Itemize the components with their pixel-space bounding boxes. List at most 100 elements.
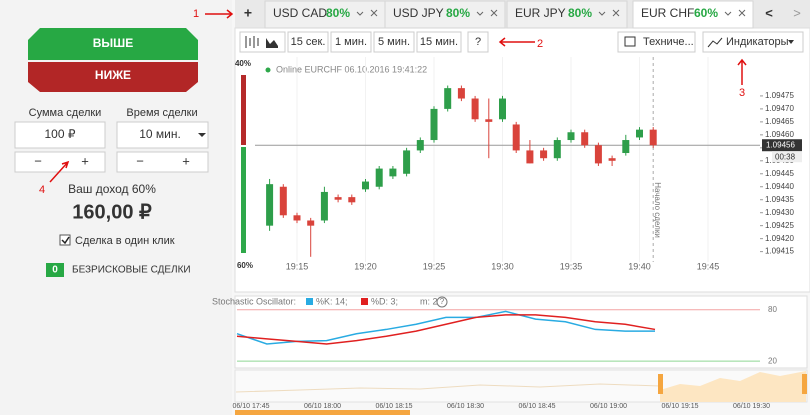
income-label: Ваш доход 60% xyxy=(68,182,156,196)
new-tab[interactable]: + xyxy=(244,5,252,21)
navigator-tick: 06/10 18:30 xyxy=(447,403,484,410)
tab-payout: 80% xyxy=(326,6,350,20)
interval-button[interactable] xyxy=(416,31,462,53)
online-dot xyxy=(265,67,271,73)
technical-button[interactable] xyxy=(617,31,696,53)
navigator-tick: 06/10 19:00 xyxy=(590,403,627,410)
tab[interactable] xyxy=(264,0,386,29)
candle-body xyxy=(334,197,342,200)
tab-chevron xyxy=(598,11,606,16)
amount-input[interactable] xyxy=(14,121,106,149)
chart-status: Online EURCHF 06.10.2016 19:41:22 xyxy=(276,64,427,74)
plus[interactable]: + xyxy=(81,153,89,168)
tab-chevron xyxy=(724,11,732,16)
interval-label: 5 мин. xyxy=(378,36,410,48)
navigator-handle[interactable] xyxy=(658,374,663,394)
chart-type-buttons[interactable] xyxy=(239,31,286,53)
candle-body xyxy=(266,184,274,226)
candle-body xyxy=(567,132,575,141)
y-tick-label: 1.09465 xyxy=(765,117,794,126)
annotation-arrows xyxy=(49,9,747,183)
y-tick-label: 1.09470 xyxy=(765,104,794,113)
candle-body xyxy=(581,132,589,146)
tab-name: USD CAD xyxy=(273,6,327,20)
navigator-window-area xyxy=(660,371,806,402)
annotation: 4 xyxy=(39,184,45,196)
candle-body xyxy=(320,191,328,221)
tab-next[interactable]: > xyxy=(793,5,801,20)
tab-close[interactable] xyxy=(738,9,746,17)
interval-button[interactable] xyxy=(373,31,415,53)
tab-close[interactable] xyxy=(370,9,378,17)
help-icon[interactable] xyxy=(436,296,448,308)
interval-button[interactable] xyxy=(330,31,372,53)
candle-body xyxy=(512,124,520,151)
candle-icon xyxy=(245,36,259,48)
tab-close[interactable] xyxy=(612,9,620,17)
plus[interactable]: + xyxy=(182,153,190,168)
candle-body xyxy=(540,150,548,159)
candle-body xyxy=(649,129,657,146)
up-button[interactable] xyxy=(28,28,198,60)
interval-button[interactable] xyxy=(287,31,329,53)
stochastic-params: m: 2 xyxy=(420,296,438,306)
down-button[interactable] xyxy=(28,62,198,92)
y-tick-label: 1.09440 xyxy=(765,182,794,191)
candle-body xyxy=(622,140,630,154)
candle-body xyxy=(608,158,616,161)
area-icon xyxy=(266,38,278,48)
tab-payout: 80% xyxy=(568,6,592,20)
checkmark xyxy=(61,236,70,245)
sentiment-bar xyxy=(241,147,246,253)
help-button[interactable] xyxy=(467,31,489,53)
candle-body xyxy=(416,140,424,151)
stochastic-title: Stochastic Oscillator: xyxy=(212,296,296,306)
candle-body xyxy=(293,215,301,221)
y-tick-label: 80 xyxy=(768,305,777,314)
x-tick-label: 19:30 xyxy=(491,261,514,271)
x-tick-label: 19:25 xyxy=(423,261,446,271)
interval-label: 1 мин. xyxy=(335,36,367,48)
navigator-tick: 06/10 19:30 xyxy=(733,403,770,410)
tab-payout: 80% xyxy=(446,6,470,20)
navigator-tick: 06/10 18:15 xyxy=(376,403,413,410)
amount-label: Сумма сделки xyxy=(29,107,102,119)
minus[interactable]: − xyxy=(136,153,144,168)
tab[interactable] xyxy=(384,0,506,29)
candle-body xyxy=(362,181,369,190)
time-value: 10 мин. xyxy=(139,127,181,141)
minus[interactable]: − xyxy=(34,153,42,168)
tab-payout: 60% xyxy=(694,6,718,20)
tab-close[interactable] xyxy=(490,9,498,17)
candle-body xyxy=(526,150,534,164)
tab[interactable] xyxy=(506,0,628,29)
legend-label: %D: 3; xyxy=(371,296,398,306)
scrollbar[interactable] xyxy=(235,410,410,415)
candle-body xyxy=(348,197,356,203)
candle-body xyxy=(594,145,602,164)
amount-stepper[interactable] xyxy=(14,151,106,173)
time-select[interactable] xyxy=(116,121,209,149)
y-tick-label: 1.09445 xyxy=(765,169,794,178)
tab[interactable] xyxy=(632,0,754,29)
income: 160,00 ₽ xyxy=(72,201,152,223)
candle-body xyxy=(430,108,438,141)
tab-name: USD JPY xyxy=(393,6,444,20)
one-click-label: Сделка в один клик xyxy=(75,235,175,247)
candle-body xyxy=(499,98,506,120)
y-tick-label: 1.09435 xyxy=(765,195,794,204)
navigator-handle[interactable] xyxy=(802,374,807,394)
timer: 00:38 xyxy=(775,152,796,161)
risk-free-label[interactable]: БЕЗРИСКОВЫЕ СДЕЛКИ xyxy=(72,265,191,276)
candle-body xyxy=(636,129,643,138)
time-stepper[interactable] xyxy=(116,151,209,173)
checkbox[interactable] xyxy=(59,234,71,246)
annotation: 2 xyxy=(537,38,543,50)
sentiment-bar xyxy=(241,75,246,145)
tab-chevron xyxy=(356,11,364,16)
legend-swatch xyxy=(361,298,368,305)
tab-prev[interactable]: < xyxy=(765,5,773,20)
y-tick-label: 20 xyxy=(768,356,777,365)
candle-body xyxy=(375,168,383,187)
indicators-button[interactable] xyxy=(702,31,804,53)
